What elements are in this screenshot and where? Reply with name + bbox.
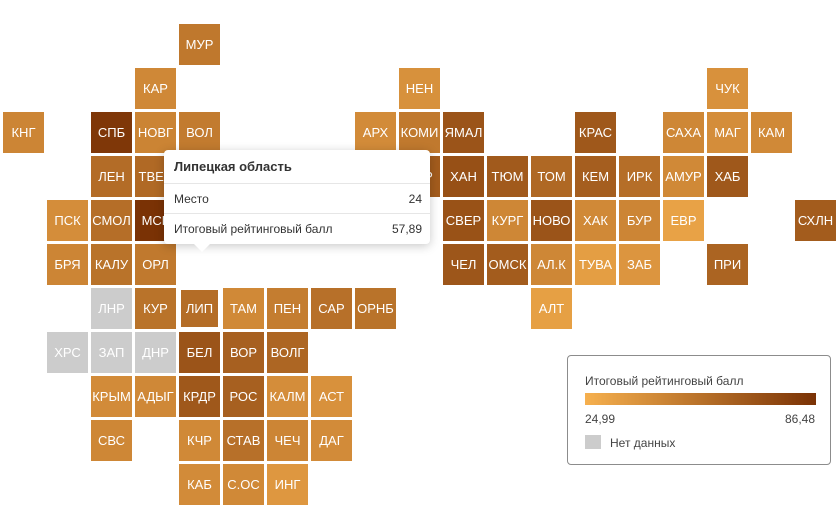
region-tile[interactable]: СТАВ — [223, 420, 264, 461]
region-tile[interactable]: ДАГ — [311, 420, 352, 461]
region-tile[interactable]: АЛ.К — [531, 244, 572, 285]
legend-gradient-bar — [585, 393, 816, 405]
tooltip-score-value: 57,89 — [391, 222, 422, 236]
tooltip-divider — [164, 183, 430, 184]
region-tile[interactable]: АСТ — [311, 376, 352, 417]
region-tile[interactable]: С.ОС — [223, 464, 264, 505]
tooltip-row-score: Итоговый рейтинговый балл 57,89 — [174, 222, 422, 238]
region-tile[interactable]: СМОЛ — [91, 200, 132, 241]
region-tile[interactable]: КРЫМ — [91, 376, 132, 417]
region-tile[interactable]: СВС — [91, 420, 132, 461]
region-tile[interactable]: КЧР — [179, 420, 220, 461]
region-tile[interactable]: ЛЕН — [91, 156, 132, 197]
region-tile[interactable]: БРЯ — [47, 244, 88, 285]
region-tile[interactable]: ВОЛГ — [267, 332, 308, 373]
region-tile[interactable]: ТОМ — [531, 156, 572, 197]
region-tile[interactable]: ЕВР — [663, 200, 704, 241]
region-tile[interactable]: КРДР — [179, 376, 220, 417]
region-tile[interactable]: ОРЛ — [135, 244, 176, 285]
region-tile[interactable]: ЗАБ — [619, 244, 660, 285]
region-tile[interactable]: ХАК — [575, 200, 616, 241]
region-tile[interactable]: СХЛН — [795, 200, 836, 241]
region-tile[interactable]: ПРИ — [707, 244, 748, 285]
tooltip-title: Липецкая область — [174, 159, 292, 174]
legend-max-label: 86,48 — [784, 412, 815, 426]
region-tile[interactable]: ЛНР — [91, 288, 132, 329]
region-tile[interactable]: ХРС — [47, 332, 88, 373]
region-tile[interactable]: КРАС — [575, 112, 616, 153]
region-tile[interactable]: АЛТ — [531, 288, 572, 329]
region-tile[interactable]: ОМСК — [487, 244, 528, 285]
region-tile[interactable]: КНГ — [3, 112, 44, 153]
region-tile[interactable]: КУР — [135, 288, 176, 329]
region-tile[interactable]: АРХ — [355, 112, 396, 153]
region-tile[interactable]: КАМ — [751, 112, 792, 153]
region-tile[interactable]: САХА — [663, 112, 704, 153]
region-tile[interactable]: КУРГ — [487, 200, 528, 241]
tooltip-row-place: Место 24 — [174, 192, 422, 208]
region-tile[interactable]: СВЕР — [443, 200, 484, 241]
region-tile[interactable]: АДЫГ — [135, 376, 176, 417]
region-tile[interactable]: ЛИП — [179, 288, 220, 329]
region-tile[interactable]: СПБ — [91, 112, 132, 153]
region-tile[interactable]: КАБ — [179, 464, 220, 505]
tooltip-place-label: Место — [174, 192, 209, 206]
region-tile[interactable]: ХАБ — [707, 156, 748, 197]
region-tile[interactable]: БУР — [619, 200, 660, 241]
region-tile[interactable]: КАЛУ — [91, 244, 132, 285]
region-tile[interactable]: ОРНБ — [355, 288, 396, 329]
region-tile[interactable]: ВОР — [223, 332, 264, 373]
region-tooltip: Липецкая область Место 24 Итоговый рейти… — [164, 150, 430, 252]
region-tile[interactable]: НЕН — [399, 68, 440, 109]
region-tile[interactable]: КЕМ — [575, 156, 616, 197]
region-tile[interactable]: КОМИ — [399, 112, 440, 153]
no-data-swatch — [585, 435, 601, 449]
region-tile[interactable]: ЗАП — [91, 332, 132, 373]
region-tile[interactable]: ЧЕЧ — [267, 420, 308, 461]
region-tile[interactable]: КАР — [135, 68, 176, 109]
region-tile[interactable]: ИНГ — [267, 464, 308, 505]
region-tile[interactable]: ИРК — [619, 156, 660, 197]
region-tile[interactable]: РОС — [223, 376, 264, 417]
region-tile[interactable]: МАГ — [707, 112, 748, 153]
region-tile[interactable]: МУР — [179, 24, 220, 65]
tooltip-divider — [164, 213, 430, 214]
region-tile[interactable]: БЕЛ — [179, 332, 220, 373]
region-tile[interactable]: ДНР — [135, 332, 176, 373]
legend-min-label: 24,99 — [585, 412, 616, 426]
tooltip-score-label: Итоговый рейтинговый балл — [174, 222, 333, 236]
region-tile[interactable]: ХАН — [443, 156, 484, 197]
color-legend: Итоговый рейтинговый балл 24,99 86,48 Не… — [567, 355, 831, 465]
region-tile[interactable]: ТЮМ — [487, 156, 528, 197]
tooltip-place-value: 24 — [408, 192, 422, 206]
region-tile[interactable]: САР — [311, 288, 352, 329]
region-tile[interactable]: ПСК — [47, 200, 88, 241]
legend-title: Итоговый рейтинговый балл — [585, 374, 744, 388]
region-tile-map: МУР КАР НЕН ЧУК КНГ СПБ НОВГ ВОЛ АРХ КОМИ ЯМАЛ КРАС… — [3, 24, 836, 505]
region-tile[interactable]: ВОЛ — [179, 112, 220, 153]
no-data-label: Нет данных — [610, 436, 676, 450]
region-tile[interactable]: НОВО — [531, 200, 572, 241]
region-tile[interactable]: ТАМ — [223, 288, 264, 329]
region-tile[interactable]: КАЛМ — [267, 376, 308, 417]
tooltip-pointer — [194, 244, 210, 252]
region-tile[interactable]: ЯМАЛ — [443, 112, 484, 153]
region-tile[interactable]: ЧЕЛ — [443, 244, 484, 285]
region-tile[interactable]: НОВГ — [135, 112, 176, 153]
region-tile[interactable]: ЧУК — [707, 68, 748, 109]
region-tile[interactable]: АМУР — [663, 156, 704, 197]
region-tile[interactable]: ТУВА — [575, 244, 616, 285]
region-tile[interactable]: ПЕН — [267, 288, 308, 329]
